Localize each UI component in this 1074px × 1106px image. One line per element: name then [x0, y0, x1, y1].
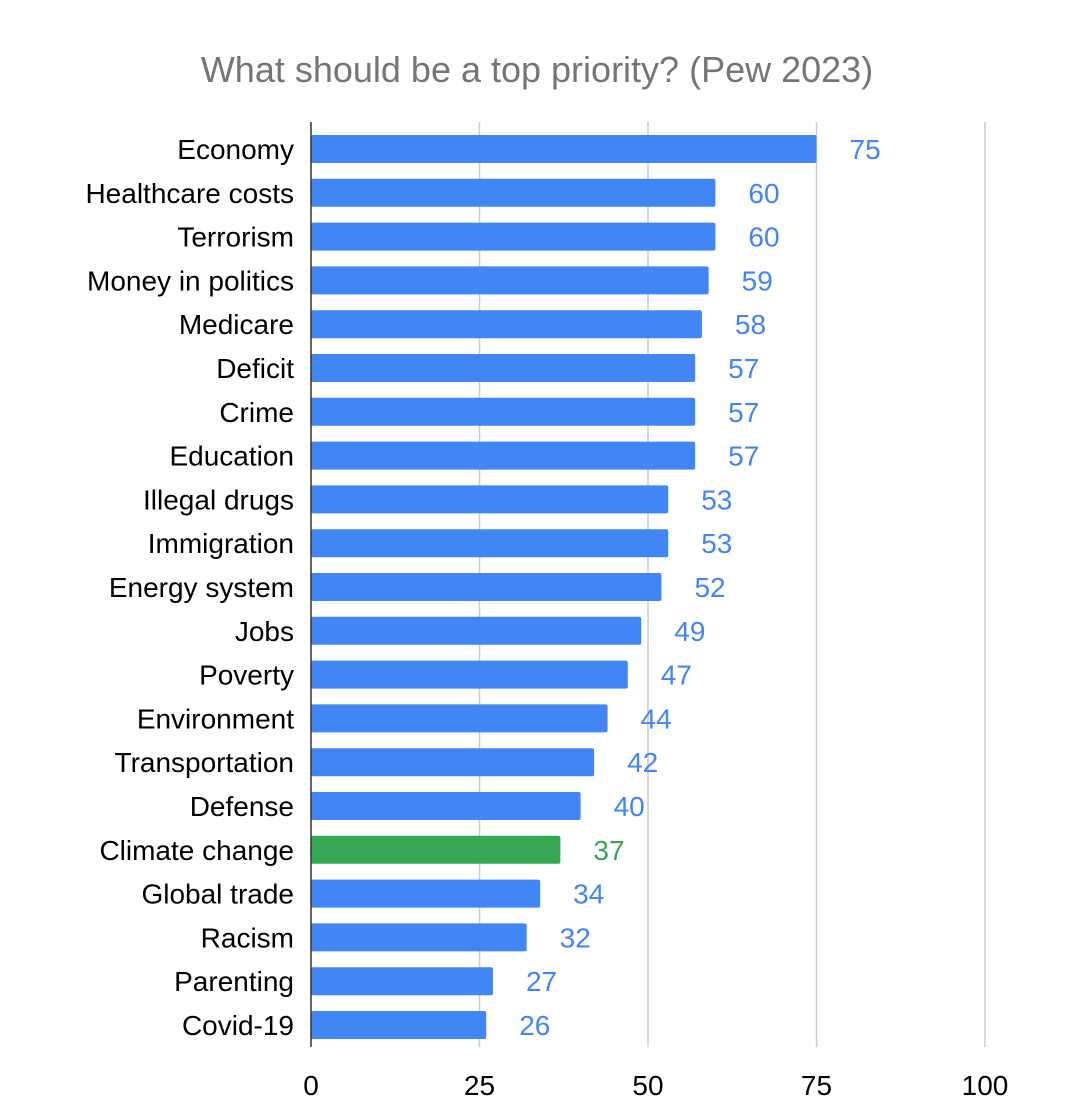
- bar-economy: [311, 135, 817, 163]
- value-label-poverty: 47: [661, 660, 692, 691]
- bar-parenting: [311, 967, 493, 996]
- category-labels: Economy Healthcare costs Terrorism Money in…: [85, 134, 294, 1041]
- category-label-racism: Racism: [201, 922, 294, 953]
- x-tick-labels: 0 25 50 75 100: [303, 1070, 1008, 1101]
- value-label-jobs: 49: [674, 616, 705, 647]
- x-tick-label-75: 75: [801, 1070, 832, 1101]
- category-label-crime: Crime: [219, 397, 294, 428]
- bar-racism: [311, 923, 527, 952]
- bar-jobs: [311, 616, 642, 645]
- value-label-environment: 44: [641, 703, 672, 734]
- bar-healthcare-costs: [311, 178, 716, 207]
- value-label-illegal-drugs: 53: [701, 484, 732, 515]
- value-label-deficit: 57: [728, 353, 759, 384]
- value-label-immigration: 53: [701, 528, 732, 559]
- value-labels: 75 60 60 59 58 57 57 57 53 53 52 49 47 44 42 40 37 34 3227…: [519, 134, 880, 1041]
- value-label-global-trade: 34: [573, 879, 604, 910]
- category-label-transportation: Transportation: [115, 747, 295, 778]
- value-label-climate-change: 37: [593, 835, 624, 866]
- category-label-parenting: Parenting: [174, 966, 294, 997]
- value-label-crime: 57: [728, 397, 759, 428]
- bar-poverty: [311, 660, 628, 689]
- category-label-education: Education: [169, 441, 294, 472]
- value-label-medicare: 58: [735, 309, 766, 340]
- category-label-jobs: Jobs: [235, 616, 294, 647]
- category-label-terrorism: Terrorism: [177, 222, 294, 253]
- chart-title: What should be a top priority? (Pew 2023…: [201, 49, 873, 90]
- bar-energy-system: [311, 573, 662, 601]
- category-label-energy-system: Energy system: [109, 572, 294, 603]
- value-label-racism: 32: [560, 922, 591, 953]
- bar-terrorism: [311, 222, 716, 251]
- bar-education: [311, 441, 696, 470]
- bar-global-trade: [311, 879, 541, 908]
- category-label-defense: Defense: [190, 791, 294, 822]
- category-label-healthcare-costs: Healthcare costs: [85, 178, 294, 209]
- bar-medicare: [311, 310, 702, 339]
- value-label-covid-19: 26: [519, 1010, 550, 1041]
- value-label-economy: 75: [850, 134, 881, 165]
- value-label-money-in-politics: 59: [742, 265, 773, 296]
- value-label-transportation: 42: [627, 747, 658, 778]
- value-label-defense: 40: [614, 791, 645, 822]
- bar-environment: [311, 704, 608, 733]
- category-label-money-in-politics: Money in politics: [87, 265, 294, 296]
- bar-deficit: [311, 354, 696, 382]
- category-label-deficit: Deficit: [216, 353, 294, 384]
- category-label-illegal-drugs: Illegal drugs: [143, 484, 294, 515]
- bar-money-in-politics: [311, 266, 709, 295]
- bar-illegal-drugs: [311, 485, 669, 514]
- value-label-education: 57: [728, 441, 759, 472]
- x-tick-label-50: 50: [632, 1070, 663, 1101]
- value-label-terrorism: 60: [748, 222, 779, 253]
- x-tick-label-25: 25: [464, 1070, 495, 1101]
- bar-covid-19: [311, 1011, 487, 1039]
- x-tick-label-100: 100: [962, 1070, 1009, 1101]
- bar-climate-change: [311, 835, 561, 864]
- bars: [311, 135, 817, 1039]
- x-tick-label-0: 0: [303, 1070, 319, 1101]
- category-label-environment: Environment: [137, 703, 294, 734]
- category-label-poverty: Poverty: [199, 660, 294, 691]
- category-label-covid-19: Covid-19: [182, 1010, 294, 1041]
- bar-defense: [311, 792, 581, 820]
- bar-immigration: [311, 529, 669, 558]
- category-label-global-trade: Global trade: [141, 879, 294, 910]
- bar-crime: [311, 397, 696, 426]
- category-label-economy: Economy: [177, 134, 294, 165]
- category-label-climate-change: Climate change: [99, 835, 294, 866]
- value-label-healthcare-costs: 60: [748, 178, 779, 209]
- bar-transportation: [311, 748, 595, 777]
- value-label-parenting: 27: [526, 966, 557, 997]
- category-label-medicare: Medicare: [179, 309, 294, 340]
- category-label-immigration: Immigration: [148, 528, 294, 559]
- value-label-energy-system: 52: [694, 572, 725, 603]
